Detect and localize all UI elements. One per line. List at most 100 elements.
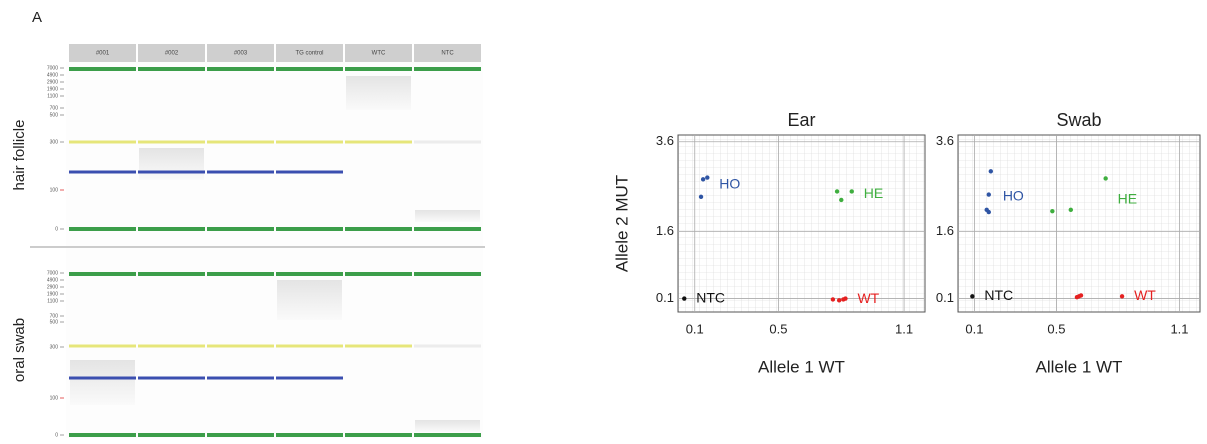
band [414, 272, 481, 276]
band [207, 272, 274, 276]
point [682, 296, 686, 300]
point [701, 177, 705, 181]
band [69, 67, 136, 71]
point [843, 296, 847, 300]
point [1103, 176, 1107, 180]
lane-label: #003 [234, 51, 248, 57]
band [138, 67, 205, 71]
x-tick-label: 1.1 [1170, 321, 1188, 336]
smear [415, 210, 480, 222]
band [138, 227, 205, 231]
point [987, 210, 991, 214]
point [1050, 209, 1054, 213]
smear [277, 280, 342, 320]
band [414, 141, 481, 144]
chart-title: Ear [787, 110, 815, 130]
point [1079, 293, 1083, 297]
point [705, 175, 709, 179]
band [69, 227, 136, 231]
ladder-label: 2900 [47, 79, 58, 85]
y-tick-label: 0.1 [936, 290, 954, 305]
ladder-label: 0 [55, 226, 58, 232]
band [276, 433, 343, 437]
band [69, 171, 136, 174]
plot-area [678, 135, 925, 312]
point [850, 189, 854, 193]
ladder-label: 1900 [47, 291, 58, 297]
x-tick-label: 0.1 [965, 321, 983, 336]
series-label: HO [719, 175, 740, 191]
lane-label: TG control [295, 51, 323, 57]
lane-label: NTC [441, 51, 454, 57]
ladder-label: 100 [50, 395, 59, 401]
ladder-label: 300 [50, 139, 59, 145]
x-tick-label: 0.5 [1047, 321, 1065, 336]
point [831, 297, 835, 301]
series-label: HE [864, 185, 883, 201]
ladder-label: 1100 [47, 93, 58, 99]
band [138, 433, 205, 437]
band [345, 433, 412, 437]
band [414, 345, 481, 348]
x-axis-label: Allele 1 WT [758, 357, 845, 376]
series-label: HO [1003, 188, 1024, 204]
lane-label: #002 [165, 51, 179, 57]
smear [139, 148, 204, 180]
ladder-label: 300 [50, 344, 59, 350]
band [207, 171, 274, 174]
row-label: hair follicle [11, 120, 28, 191]
y-axis-label: Allele 2 MUT [612, 175, 631, 272]
ladder-label: 1900 [47, 86, 58, 92]
band [69, 377, 136, 380]
ladder-label: 500 [50, 319, 59, 325]
band [276, 141, 343, 144]
band [69, 433, 136, 437]
x-axis-label: Allele 1 WT [1036, 357, 1123, 376]
chart-title: Swab [1056, 110, 1101, 130]
band [414, 227, 481, 231]
band [207, 377, 274, 380]
band [276, 227, 343, 231]
series-label: WT [1134, 287, 1156, 303]
band [414, 433, 481, 437]
band [345, 67, 412, 71]
ladder-label: 4900 [47, 72, 58, 78]
y-tick-label: 3.6 [656, 133, 674, 148]
ladder-label: 500 [50, 112, 59, 118]
point [699, 195, 703, 199]
band [345, 272, 412, 276]
band [138, 272, 205, 276]
band [138, 171, 205, 174]
series-label: HE [1118, 191, 1137, 207]
point [989, 169, 993, 173]
point [987, 192, 991, 196]
x-tick-label: 1.1 [895, 321, 913, 336]
band [138, 345, 205, 348]
point [839, 198, 843, 202]
y-tick-label: 3.6 [936, 133, 954, 148]
band [138, 377, 205, 380]
band [276, 272, 343, 276]
x-tick-label: 0.1 [686, 321, 704, 336]
band [414, 67, 481, 71]
smear [346, 76, 411, 110]
band [138, 141, 205, 144]
band [207, 141, 274, 144]
series-label: NTC [696, 289, 725, 305]
point [1069, 208, 1073, 212]
x-tick-label: 0.5 [769, 321, 787, 336]
band [207, 227, 274, 231]
plot-area [958, 135, 1200, 312]
band [207, 433, 274, 437]
ladder-label: 7000 [47, 65, 58, 71]
band [207, 345, 274, 348]
band [276, 171, 343, 174]
band [276, 377, 343, 380]
lane-label: #001 [96, 51, 110, 57]
ladder-label: 0 [55, 432, 58, 438]
band [69, 141, 136, 144]
point [1120, 294, 1124, 298]
band [207, 67, 274, 71]
point [970, 294, 974, 298]
y-tick-label: 1.6 [656, 223, 674, 238]
